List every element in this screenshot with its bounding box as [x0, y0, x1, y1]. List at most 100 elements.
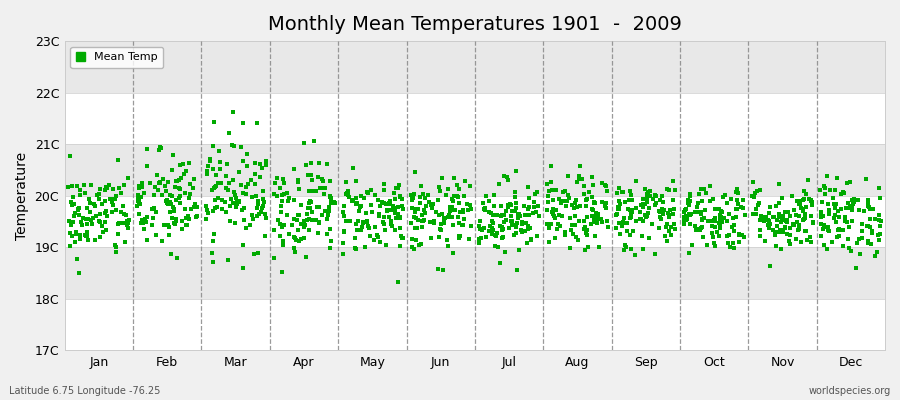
Point [489, 233, 503, 240]
Point [659, 224, 673, 230]
Point [860, 202, 875, 209]
Point [428, 218, 442, 224]
Point [353, 204, 367, 210]
Point [770, 222, 784, 229]
Point [250, 205, 265, 212]
Point [816, 224, 831, 230]
Point [558, 232, 572, 238]
Point [762, 225, 777, 231]
Point [403, 192, 418, 198]
Point [252, 211, 266, 217]
Point [80, 231, 94, 238]
Point [559, 202, 573, 209]
Point [769, 242, 783, 249]
Point [532, 213, 546, 219]
Point [855, 228, 869, 234]
Point [800, 177, 814, 184]
Point [247, 251, 261, 257]
Point [562, 245, 577, 252]
Point [228, 220, 242, 226]
Point [510, 214, 525, 221]
Point [71, 212, 86, 218]
Point [752, 216, 767, 223]
Point [79, 216, 94, 222]
Point [275, 242, 290, 248]
Point [268, 180, 283, 186]
Point [475, 200, 490, 206]
Point [360, 218, 374, 224]
Point [488, 232, 502, 238]
Point [578, 247, 592, 254]
Point [361, 190, 375, 196]
Point [806, 219, 820, 225]
Point [340, 190, 355, 196]
Point [637, 186, 652, 192]
Point [587, 200, 601, 206]
Point [590, 217, 604, 224]
Point [287, 216, 302, 222]
Point [318, 208, 332, 214]
Point [307, 138, 321, 144]
Point [778, 218, 793, 224]
Point [652, 214, 667, 220]
Point [688, 209, 702, 216]
Point [232, 169, 247, 175]
Point [174, 175, 188, 182]
Point [253, 161, 267, 167]
Point [172, 194, 186, 201]
Point [721, 240, 735, 246]
Point [569, 197, 583, 203]
Point [145, 206, 159, 212]
Point [634, 202, 649, 208]
Point [368, 192, 382, 199]
Point [798, 191, 813, 197]
Point [213, 180, 228, 186]
Point [274, 220, 288, 227]
Point [320, 216, 334, 223]
Point [640, 195, 654, 201]
Point [70, 207, 85, 213]
Point [237, 217, 251, 223]
Point [843, 179, 858, 185]
Point [783, 225, 797, 231]
Point [256, 196, 271, 202]
Point [174, 162, 188, 169]
Point [514, 226, 528, 233]
Point [410, 237, 424, 244]
Point [81, 237, 95, 243]
Point [763, 204, 778, 210]
Point [239, 224, 254, 231]
Point [130, 203, 145, 210]
Point [274, 268, 289, 275]
Point [745, 178, 760, 185]
Point [235, 206, 249, 213]
Point [377, 200, 392, 206]
Point [520, 240, 535, 246]
Point [730, 197, 744, 203]
Point [591, 210, 606, 217]
Point [791, 227, 806, 233]
Point [501, 225, 516, 231]
Point [663, 224, 678, 230]
Point [827, 201, 842, 207]
Point [364, 202, 378, 208]
Point [430, 197, 445, 204]
Point [187, 176, 202, 182]
Point [360, 218, 374, 225]
Point [388, 227, 402, 234]
Point [207, 185, 221, 192]
Point [696, 234, 710, 240]
Point [437, 214, 452, 221]
Point [424, 202, 438, 208]
Point [692, 191, 706, 197]
Point [851, 197, 866, 203]
Point [822, 207, 836, 214]
Point [387, 189, 401, 196]
Point [304, 216, 319, 223]
Point [178, 190, 193, 196]
Point [89, 212, 104, 219]
Point [464, 222, 478, 229]
Point [662, 228, 676, 234]
Point [140, 214, 154, 220]
Point [212, 166, 227, 172]
